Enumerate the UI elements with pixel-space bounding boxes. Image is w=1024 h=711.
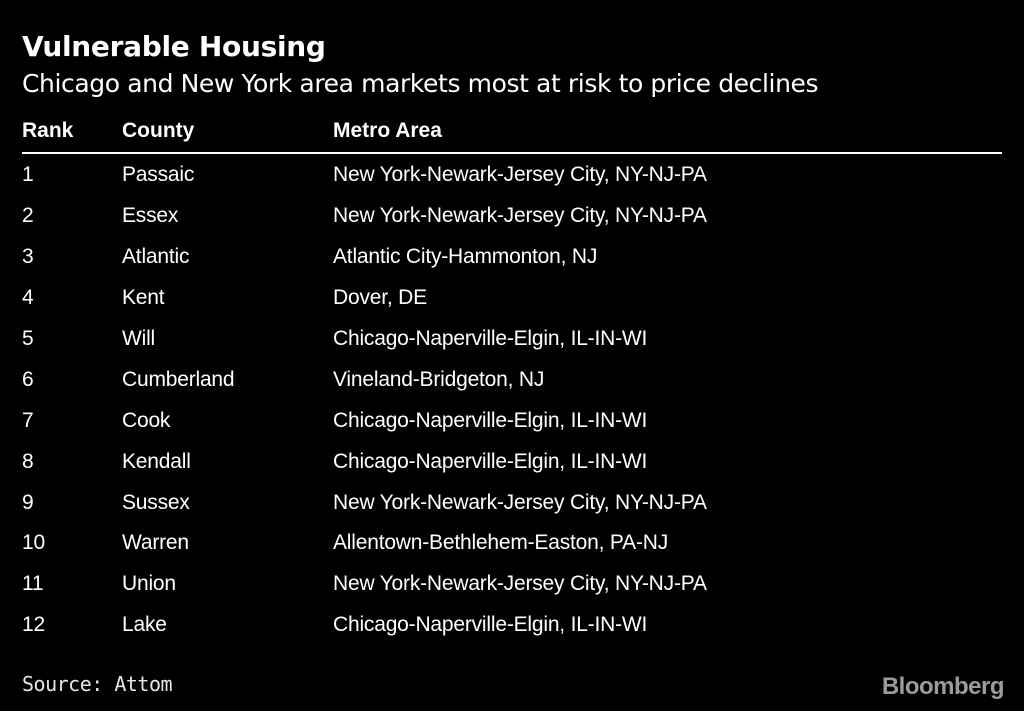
metro-area-cell: Chicago-Naperville-Elgin, IL-IN-WI	[333, 613, 648, 637]
rank-cell: 10	[22, 531, 45, 555]
table-row: 12 Lake Chicago-Naperville-Elgin, IL-IN-…	[22, 605, 1002, 646]
rank-cell: 9	[22, 490, 34, 514]
rank-cell: 6	[22, 367, 34, 391]
rank-cell: 1	[22, 163, 34, 187]
table-header-row: Rank County Metro Area	[22, 120, 1002, 142]
metro-area-cell: Allentown-Bethlehem-Easton, PA-NJ	[333, 531, 668, 555]
page-title: Vulnerable Housing	[22, 30, 326, 63]
metro-area-cell: Atlantic City-Hammonton, NJ	[333, 245, 598, 269]
table-row: 4 Kent Dover, DE	[22, 278, 1002, 319]
table-row: 11 Union New York-Newark-Jersey City, NY…	[22, 564, 1002, 605]
rank-cell: 7	[22, 408, 34, 432]
table-row: 8 Kendall Chicago-Naperville-Elgin, IL-I…	[22, 441, 1002, 482]
rank-cell: 2	[22, 204, 34, 228]
county-cell: Kendall	[122, 449, 191, 473]
source-note: Source: Attom	[22, 672, 173, 696]
bloomberg-logo: Bloomberg	[881, 673, 1005, 700]
metro-area-cell: New York-Newark-Jersey City, NY-NJ-PA	[333, 572, 707, 596]
metro-area-cell: Dover, DE	[333, 286, 427, 310]
county-cell: Passaic	[122, 163, 195, 187]
metro-area-cell: New York-Newark-Jersey City, NY-NJ-PA	[333, 204, 707, 228]
rank-cell: 12	[22, 613, 45, 637]
header-divider-line	[22, 152, 1002, 154]
county-cell: Atlantic	[122, 245, 190, 269]
metro-area-cell: New York-Newark-Jersey City, NY-NJ-PA	[333, 163, 707, 187]
county-cell: Union	[122, 572, 176, 596]
rank-cell: 4	[22, 286, 34, 310]
county-cell: Cumberland	[122, 367, 235, 391]
table-row: 2 Essex New York-Newark-Jersey City, NY-…	[22, 196, 1002, 237]
table-row: 7 Cook Chicago-Naperville-Elgin, IL-IN-W…	[22, 400, 1002, 441]
rank-cell: 11	[22, 572, 44, 596]
table-row: 1 Passaic New York-Newark-Jersey City, N…	[22, 155, 1002, 196]
column-header-metro-area: Metro Area	[333, 119, 442, 142]
table-row: 3 Atlantic Atlantic City-Hammonton, NJ	[22, 237, 1002, 278]
county-cell: Will	[122, 327, 156, 350]
county-cell: Warren	[122, 531, 189, 555]
table-row: 6 Cumberland Vineland-Bridgeton, NJ	[22, 359, 1002, 400]
county-cell: Lake	[122, 613, 167, 637]
county-cell: Sussex	[122, 490, 190, 514]
table-row: 9 Sussex New York-Newark-Jersey City, NY…	[22, 482, 1002, 523]
table-row: 10 Warren Allentown-Bethlehem-Easton, PA…	[22, 523, 1002, 564]
page-subtitle: Chicago and New York area markets most a…	[22, 69, 819, 98]
metro-area-cell: Chicago-Naperville-Elgin, IL-IN-WI	[333, 449, 648, 473]
metro-area-cell: Vineland-Bridgeton, NJ	[333, 367, 545, 391]
metro-area-cell: Chicago-Naperville-Elgin, IL-IN-WI	[333, 408, 648, 432]
column-header-county: County	[122, 119, 195, 142]
table-row: 5 Will Chicago-Naperville-Elgin, IL-IN-W…	[22, 319, 1002, 360]
rank-cell: 5	[22, 327, 34, 350]
county-cell: Kent	[122, 286, 165, 310]
county-cell: Essex	[122, 204, 179, 228]
rank-cell: 8	[22, 449, 34, 473]
metro-area-cell: Chicago-Naperville-Elgin, IL-IN-WI	[333, 327, 648, 350]
table-body: 1 Passaic New York-Newark-Jersey City, N…	[22, 155, 1002, 646]
column-header-rank: Rank	[22, 119, 74, 142]
metro-area-cell: New York-Newark-Jersey City, NY-NJ-PA	[333, 490, 707, 514]
rank-cell: 3	[22, 245, 34, 269]
county-cell: Cook	[122, 408, 171, 432]
